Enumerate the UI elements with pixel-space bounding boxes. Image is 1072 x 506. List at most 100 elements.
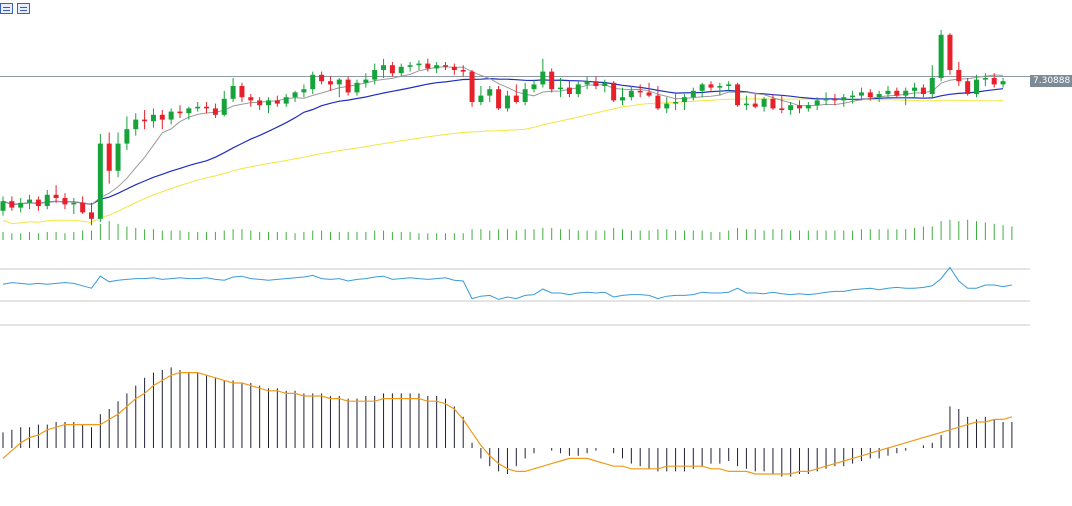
candle-body (425, 63, 431, 69)
candle-body (673, 102, 679, 104)
candle-body (841, 97, 847, 101)
candle-body (443, 65, 448, 67)
candle-body (221, 98, 227, 115)
candle-body (97, 143, 103, 219)
candle-body (230, 86, 236, 99)
candle-body (319, 74, 325, 82)
candle-body (752, 103, 758, 107)
candle-body (53, 194, 59, 198)
candle-body (531, 84, 537, 90)
candle-body (956, 70, 962, 82)
candle-body (903, 90, 909, 96)
volume-histogram (2, 219, 1013, 240)
list-icon[interactable] (0, 3, 13, 14)
candle-body (89, 212, 94, 219)
candle-body (620, 97, 625, 101)
candle-body (602, 82, 608, 86)
candle-body (44, 194, 50, 206)
candle-body (876, 94, 882, 98)
chart-toolbar (0, 3, 30, 14)
candle-body (257, 100, 263, 106)
candle-body (80, 202, 86, 213)
candle-body (389, 65, 395, 74)
candle-body (327, 81, 333, 85)
candle-body (133, 119, 139, 130)
candle-body (655, 95, 661, 109)
candle-body (504, 95, 510, 109)
sma-fast-line (2, 66, 1004, 206)
candle-body (159, 114, 165, 120)
candle-body (814, 100, 820, 106)
candle-body (398, 66, 404, 74)
candle-body (611, 82, 617, 101)
candle-body (142, 119, 148, 122)
candle-body (9, 201, 15, 208)
candle-body (929, 78, 935, 94)
candle-body (761, 98, 767, 107)
candle-body (451, 66, 457, 70)
candle-body (71, 202, 77, 205)
candle-body (18, 202, 24, 208)
candle-body (991, 78, 997, 85)
chart-icon[interactable] (17, 3, 30, 14)
candle-body (947, 34, 953, 70)
candle-body (372, 70, 378, 80)
macd-signal-line (2, 372, 1013, 475)
candle-body (195, 106, 201, 109)
candlestick-series (0, 30, 1006, 226)
candle-body (416, 63, 422, 66)
candle-body (301, 89, 307, 93)
candle-body (788, 105, 794, 110)
candle-body (726, 84, 732, 86)
candle-body (708, 84, 714, 88)
candle-body (487, 89, 493, 96)
candle-body (938, 34, 944, 78)
candle-body (150, 114, 156, 122)
rsi-line (2, 266, 1012, 300)
candle-body (894, 90, 900, 96)
candle-body (115, 143, 121, 171)
candle-body (664, 103, 670, 109)
candle-body (699, 84, 705, 91)
candle-body (717, 86, 723, 88)
candle-body (743, 103, 749, 106)
candle-body (381, 65, 387, 70)
candle-body (513, 95, 519, 102)
candle-body (584, 81, 590, 85)
candle-body (885, 90, 891, 94)
candle-body (558, 87, 564, 90)
candle-body (850, 95, 856, 98)
candle-body (460, 70, 466, 72)
current-price-label: 7.30888 (1030, 75, 1072, 87)
candle-body (540, 71, 546, 85)
candle-body (797, 105, 802, 109)
candle-body (566, 87, 572, 94)
candle-body (124, 129, 130, 144)
candle-body (283, 97, 289, 104)
candle-body (407, 65, 413, 67)
candle-body (168, 111, 174, 120)
candle-body (549, 71, 555, 90)
candle-body (858, 92, 864, 96)
candle-body (628, 90, 634, 98)
rsi-panel (0, 266, 1030, 326)
candle-body (779, 108, 785, 110)
candle-body (177, 111, 183, 114)
candle-body (496, 89, 502, 109)
macd-panel (2, 367, 1013, 477)
candle-body (27, 199, 33, 203)
candle-body (478, 95, 484, 102)
candle-body (1000, 81, 1006, 85)
candle-body (637, 90, 643, 93)
candle-body (770, 98, 776, 109)
candle-body (867, 92, 873, 98)
candle-body (62, 198, 68, 205)
candle-body (345, 79, 351, 93)
candle-body (593, 81, 599, 86)
candle-body (248, 97, 254, 101)
candle-body (805, 105, 811, 109)
candle-body (434, 65, 440, 69)
candle-body (982, 78, 988, 80)
candle-body (575, 84, 581, 94)
candle-body (363, 79, 369, 83)
